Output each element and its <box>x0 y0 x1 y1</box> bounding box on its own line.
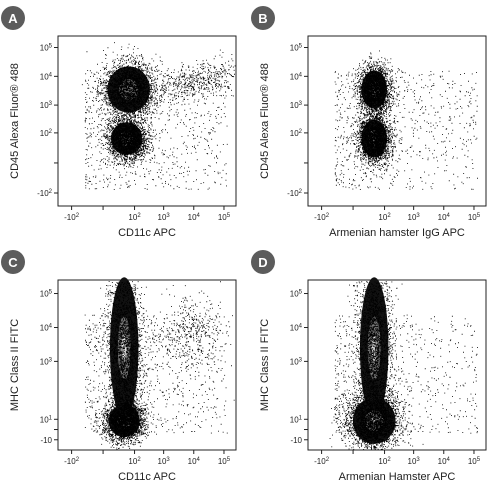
y-axis-label: MHC Class II FITC <box>9 319 21 411</box>
event-dots <box>84 281 235 450</box>
panel-c: C -102 102 103 104 105 -10 101 103 104 105 CD11c A… <box>0 244 250 488</box>
event-dots <box>329 281 478 450</box>
x-tick-label: -102 <box>64 213 80 222</box>
event-dots <box>334 50 478 190</box>
events-layer <box>81 42 236 190</box>
x-tick-label: 104 <box>188 213 201 222</box>
y-tick-label: 105 <box>290 43 303 52</box>
x-axis-label: CD11c APC <box>118 471 176 483</box>
x-tick-label: 102 <box>378 213 391 222</box>
events-layer <box>334 50 478 190</box>
flow-plot: -102 102 103 104 105 -10 101 103 104 105 Armenian … <box>259 277 487 483</box>
x-tick-label: -102 <box>314 457 330 466</box>
panel-d: D -102 102 103 104 105 -10 101 103 104 105 Armenia… <box>250 244 500 488</box>
x-tick-label: 102 <box>128 213 141 222</box>
plot-frame <box>307 279 487 451</box>
y-axis-label: CD45 Alexa Fluor® 488 <box>9 63 21 179</box>
y-axis-label: MHC Class II FITC <box>259 319 271 411</box>
x-tick-label: 102 <box>128 457 141 466</box>
x-axis-label: Armenian Hamster APC <box>339 471 456 483</box>
flow-plot: -102 102 103 104 105 -102 102 103 104 105 CD11c AP… <box>9 35 237 239</box>
panel-a: A -102 102 103 104 105 -102 102 103 104 105 CD11c … <box>0 0 250 244</box>
x-axis-label: CD11c APC <box>118 227 176 239</box>
x-tick-label: 102 <box>378 457 391 466</box>
y-tick-label: -10 <box>290 436 302 445</box>
y-tick-label: 103 <box>40 101 53 110</box>
y-tick-label: 101 <box>290 415 303 424</box>
events-layer <box>84 277 235 450</box>
event-dots <box>81 42 236 190</box>
events-layer <box>329 277 478 450</box>
x-tick-label: 105 <box>468 457 481 466</box>
panel-badge: B <box>251 6 275 30</box>
y-tick-label: -102 <box>37 189 53 198</box>
y-axis-label: CD45 Alexa Fluor® 488 <box>259 63 271 179</box>
y-tick-label: 103 <box>290 357 303 366</box>
panel-badge: C <box>1 250 25 274</box>
y-tick-label: 105 <box>40 290 53 299</box>
plot-frame <box>57 35 237 207</box>
y-tick-label: 103 <box>40 357 53 366</box>
panel-badge: D <box>251 250 275 274</box>
x-tick-label: 105 <box>218 457 231 466</box>
x-tick-label: 103 <box>408 457 421 466</box>
x-tick-label: 104 <box>438 457 451 466</box>
x-tick-label: 103 <box>158 213 171 222</box>
y-tick-label: 104 <box>40 324 53 333</box>
y-tick-label: 105 <box>40 43 53 52</box>
y-tick-label: 102 <box>40 129 53 138</box>
y-tick-label: 102 <box>290 129 303 138</box>
y-tick-label: 101 <box>40 415 53 424</box>
flow-plot: -102 102 103 104 105-102102103104105Armenian… <box>259 35 487 239</box>
x-tick-label: 104 <box>188 457 201 466</box>
x-tick-label: 105 <box>468 213 481 222</box>
y-tick-label: 104 <box>40 72 53 81</box>
x-axis-label: Armenian hamster IgG APC <box>329 227 465 239</box>
y-tick-label: 103 <box>290 101 303 110</box>
y-tick-label: -102 <box>287 189 303 198</box>
x-tick-label: -102 <box>64 457 80 466</box>
x-tick-label: 104 <box>438 213 451 222</box>
y-tick-label: 104 <box>290 324 303 333</box>
x-tick-label: 105 <box>218 213 231 222</box>
x-tick-label: 103 <box>408 213 421 222</box>
y-tick-label: 104 <box>290 72 303 81</box>
flow-plot: -102 102 103 104 105 -10 101 103 104 105 CD11c APC… <box>9 277 237 483</box>
panel-badge: A <box>1 6 25 30</box>
x-tick-label: -102 <box>314 213 330 222</box>
y-tick-label: 105 <box>290 290 303 299</box>
y-tick-label: -10 <box>40 436 52 445</box>
panel-b: B -102 102 103 104 105 -102 102 103 104 105 Armeni… <box>250 0 500 244</box>
x-tick-label: 103 <box>158 457 171 466</box>
